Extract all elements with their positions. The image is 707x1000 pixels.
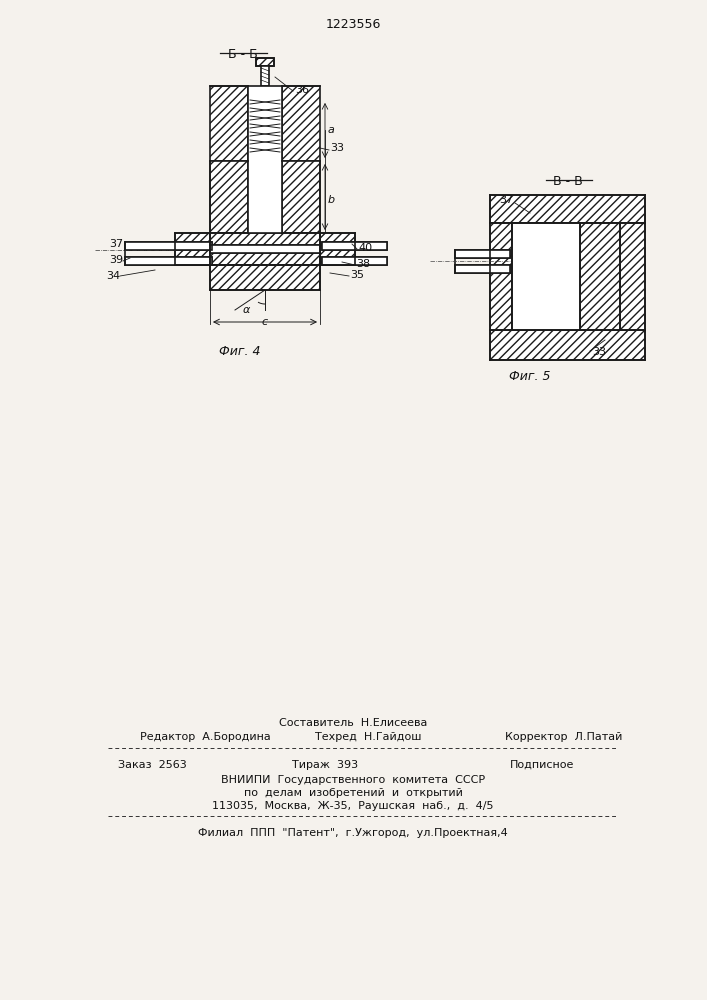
Bar bbox=[490, 223, 512, 330]
Text: 113035,  Москва,  Ж-35,  Раушская  наб.,  д.  4/5: 113035, Москва, Ж-35, Раушская наб., д. … bbox=[212, 801, 493, 811]
Text: 36: 36 bbox=[295, 85, 309, 95]
Bar bbox=[256, 58, 274, 66]
Bar bbox=[322, 257, 387, 265]
Bar bbox=[455, 265, 510, 273]
Bar bbox=[620, 223, 645, 330]
Text: ВНИИПИ  Государственного  комитета  СССР: ВНИИПИ Государственного комитета СССР bbox=[221, 775, 485, 785]
Bar bbox=[125, 257, 212, 265]
Bar bbox=[322, 257, 387, 265]
Bar bbox=[210, 253, 320, 265]
Bar bbox=[210, 245, 320, 253]
Bar bbox=[210, 233, 320, 245]
Bar bbox=[248, 161, 282, 233]
Text: Тираж  393: Тираж 393 bbox=[292, 760, 358, 770]
Text: Б - Б: Б - Б bbox=[228, 48, 258, 61]
Bar bbox=[125, 242, 212, 250]
Text: b: b bbox=[328, 195, 335, 205]
Bar bbox=[322, 242, 387, 250]
Bar bbox=[210, 86, 248, 161]
Bar bbox=[125, 242, 212, 250]
Text: 39: 39 bbox=[109, 255, 123, 265]
Bar bbox=[282, 86, 320, 161]
Bar bbox=[261, 66, 269, 86]
Text: 37: 37 bbox=[499, 195, 513, 205]
Text: Техред  Н.Гайдош: Техред Н.Гайдош bbox=[315, 732, 421, 742]
Bar bbox=[256, 58, 274, 66]
Text: Составитель  Н.Елисеева: Составитель Н.Елисеева bbox=[279, 718, 427, 728]
Text: Фиг. 4: Фиг. 4 bbox=[219, 345, 261, 358]
Text: Корректор  Л.Патай: Корректор Л.Патай bbox=[505, 732, 622, 742]
Text: 34: 34 bbox=[106, 271, 120, 281]
Text: Редактор  А.Бородина: Редактор А.Бородина bbox=[140, 732, 271, 742]
Text: 37: 37 bbox=[109, 239, 123, 249]
Bar bbox=[125, 257, 212, 265]
Text: 40: 40 bbox=[358, 243, 372, 253]
Text: c: c bbox=[262, 317, 268, 327]
Text: В - В: В - В bbox=[553, 175, 583, 188]
Bar bbox=[580, 223, 620, 330]
Text: a: a bbox=[328, 125, 335, 135]
Bar bbox=[210, 161, 248, 233]
Bar bbox=[455, 250, 510, 258]
Bar bbox=[210, 265, 320, 290]
Bar bbox=[322, 242, 387, 250]
Bar bbox=[455, 265, 510, 273]
Text: Фиг. 5: Фиг. 5 bbox=[509, 370, 551, 383]
Bar bbox=[455, 250, 510, 258]
Bar bbox=[248, 86, 282, 161]
Text: 1223556: 1223556 bbox=[325, 18, 380, 31]
Bar bbox=[320, 233, 355, 265]
Text: 38: 38 bbox=[356, 259, 370, 269]
Text: 33: 33 bbox=[330, 143, 344, 153]
Bar bbox=[490, 330, 645, 360]
Bar bbox=[282, 161, 320, 233]
Text: 35: 35 bbox=[350, 270, 364, 280]
Text: α: α bbox=[243, 305, 250, 315]
Text: по  делам  изобретений  и  открытий: по делам изобретений и открытий bbox=[244, 788, 462, 798]
Text: 33: 33 bbox=[592, 347, 606, 357]
Text: Подписное: Подписное bbox=[510, 760, 574, 770]
Bar bbox=[490, 195, 645, 223]
Bar bbox=[512, 223, 580, 330]
Text: Филиал  ППП  "Патент",  г.Ужгород,  ул.Проектная,4: Филиал ППП "Патент", г.Ужгород, ул.Проек… bbox=[198, 828, 508, 838]
Text: Заказ  2563: Заказ 2563 bbox=[118, 760, 187, 770]
Bar bbox=[175, 233, 210, 265]
